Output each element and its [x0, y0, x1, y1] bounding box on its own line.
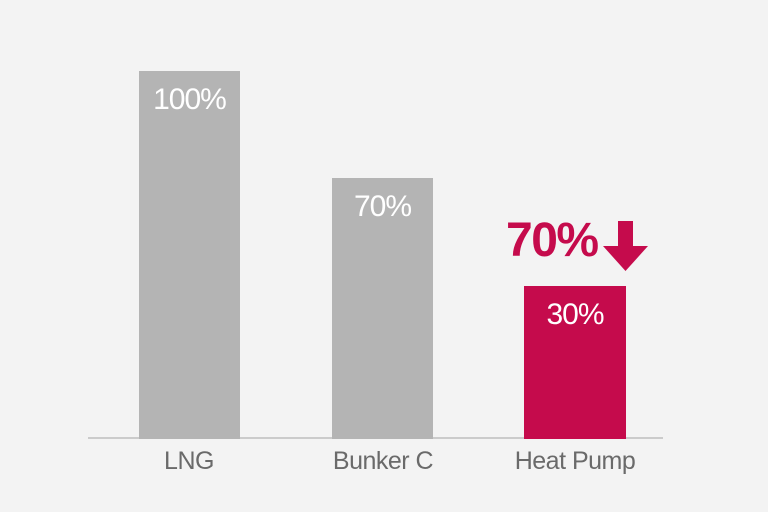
bar-heat-pump: 30%: [524, 286, 626, 439]
reduction-annotation: 70%: [506, 214, 648, 271]
bar-value-label-bunker-c: 70%: [353, 190, 412, 223]
axis-label-bunker-c: Bunker C: [332, 447, 434, 475]
down-arrow-icon: [602, 219, 648, 271]
reduction-annotation-text: 70%: [506, 214, 599, 267]
bar-lng: 100%: [139, 71, 240, 439]
bar-bunker-c: 70%: [332, 178, 433, 439]
bar-value-label-heat-pump: 30%: [546, 298, 604, 331]
bar-value-label-lng: 100%: [153, 83, 227, 116]
axis-label-lng: LNG: [164, 447, 214, 475]
axis-label-heat-pump: Heat Pump: [514, 447, 636, 475]
